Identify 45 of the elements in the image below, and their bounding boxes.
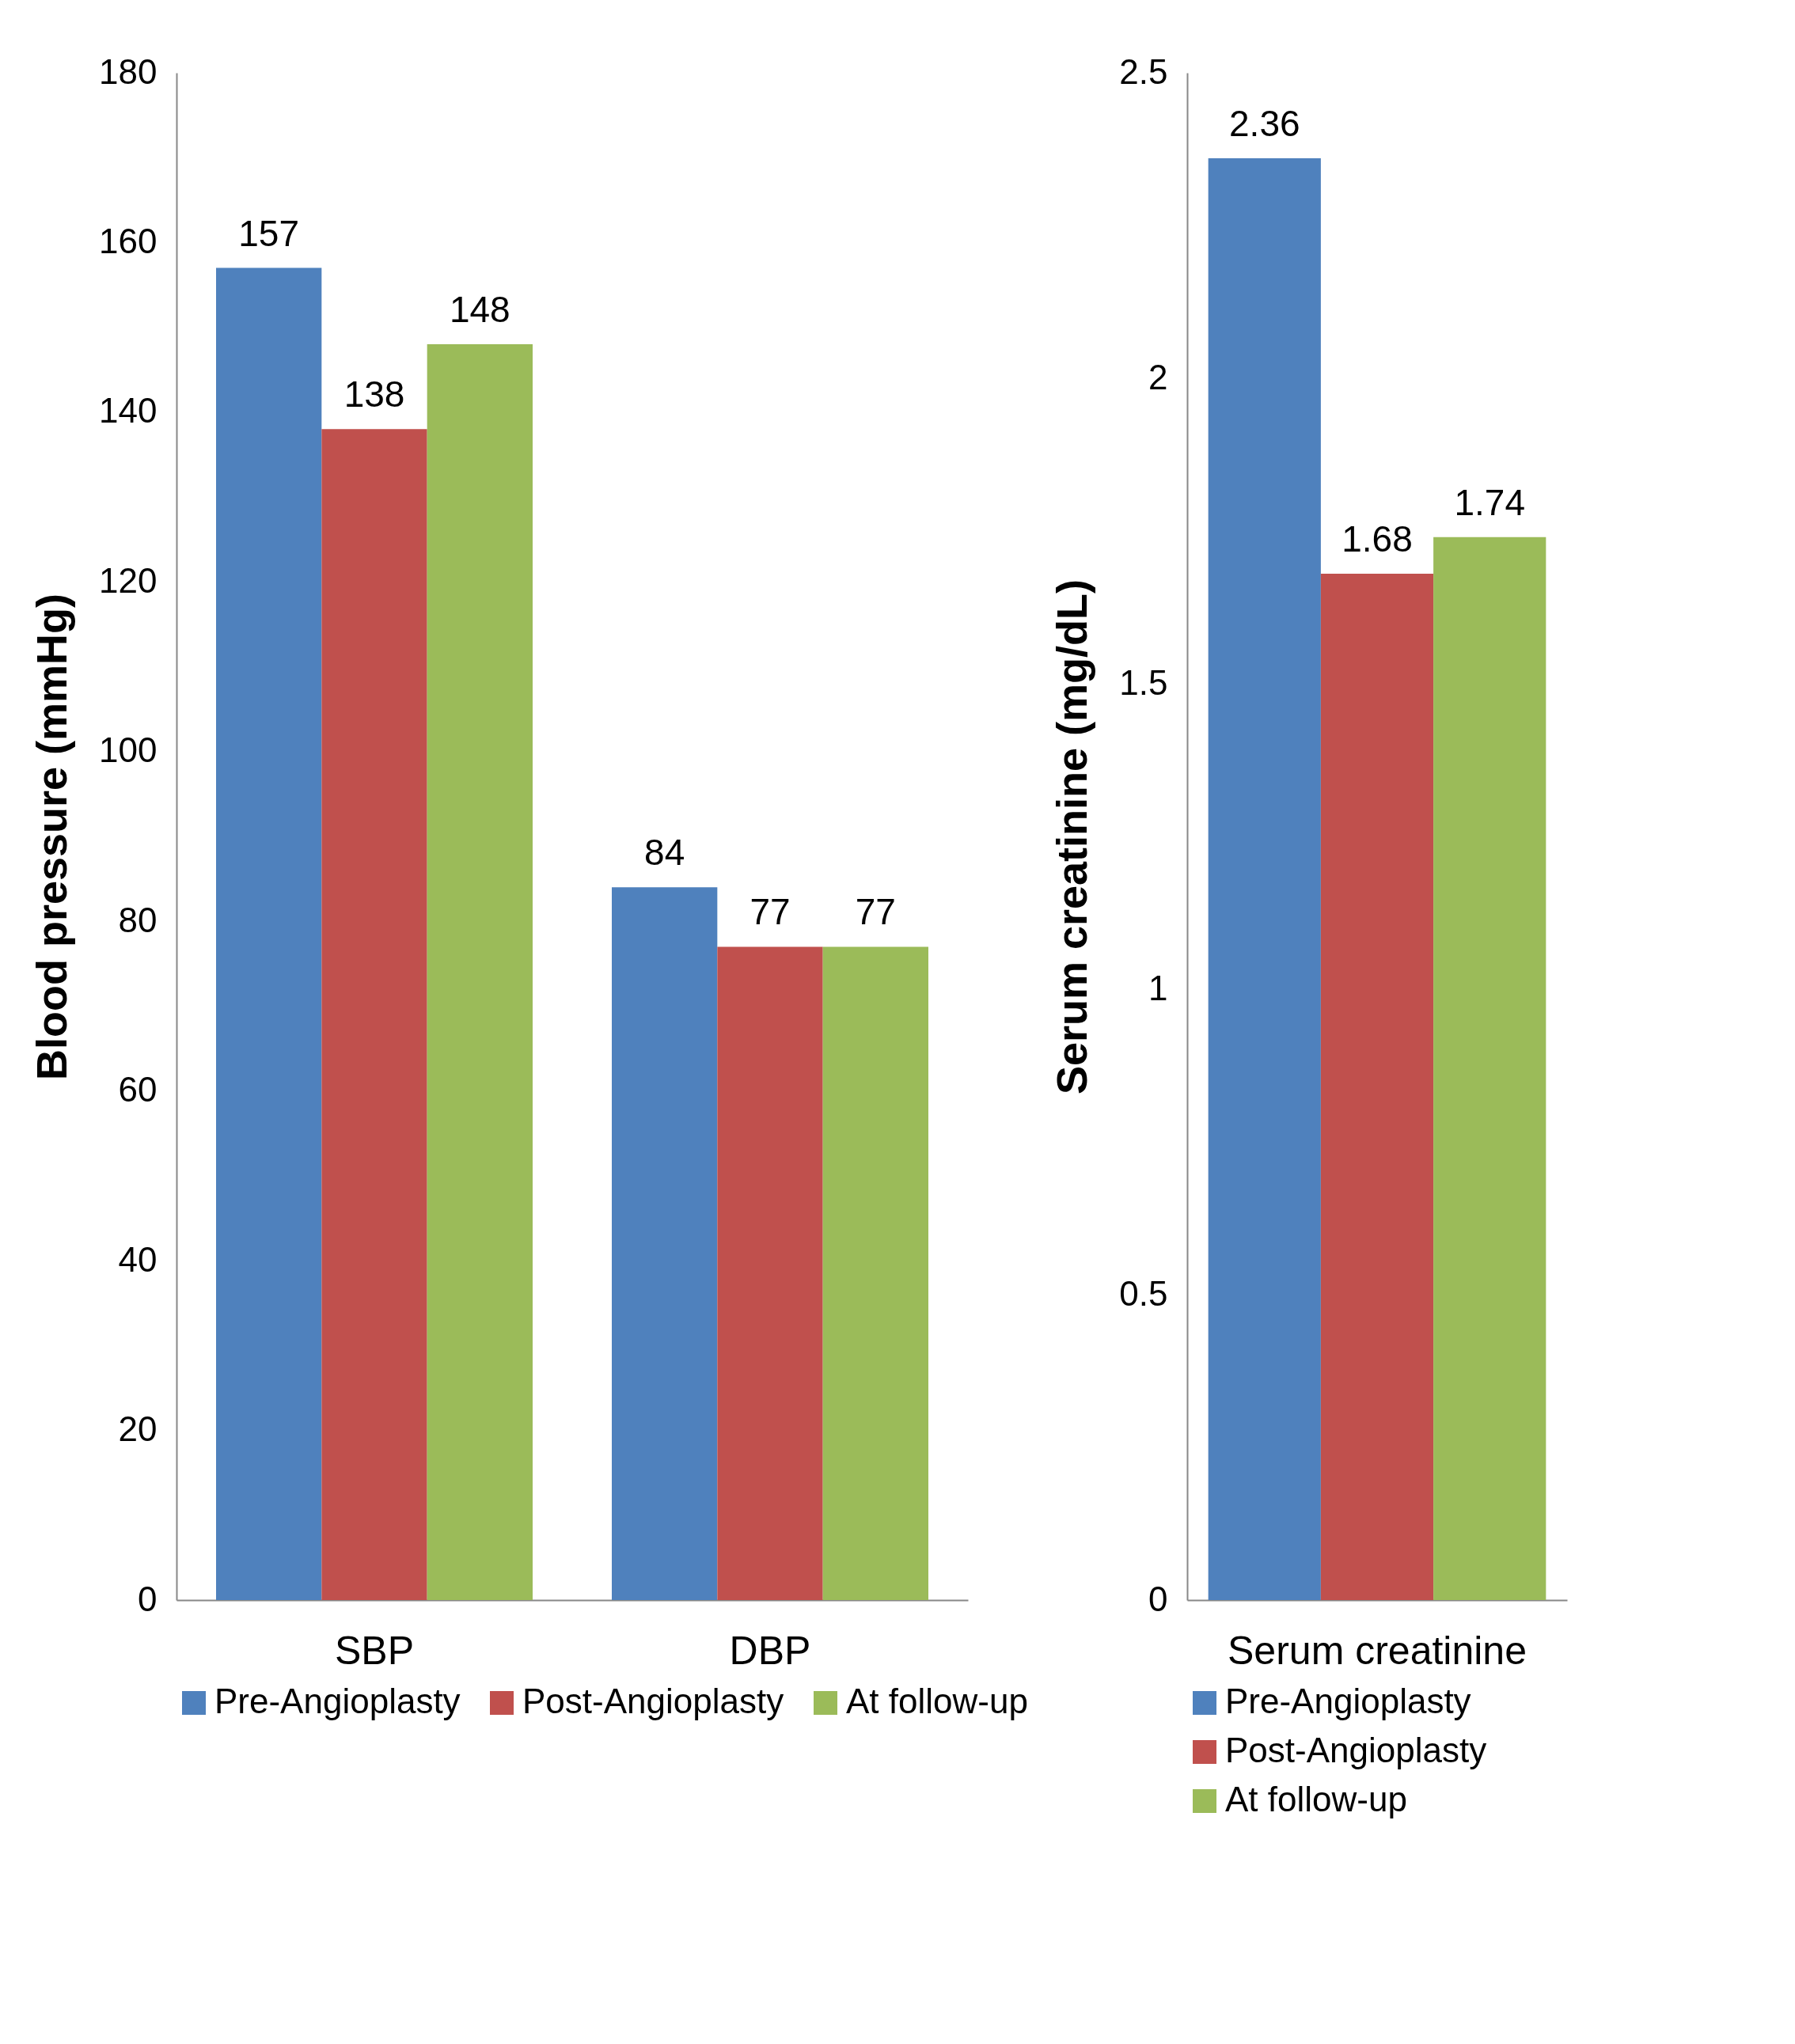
x-tick-label: Serum creatinine xyxy=(1228,1628,1527,1673)
data-label: 1.74 xyxy=(1454,481,1525,523)
y-tick-label: 0 xyxy=(1148,1579,1168,1618)
bar xyxy=(1208,158,1321,1600)
y-axis-title: Serum creatinine (mg/dL) xyxy=(1048,578,1096,1095)
data-label: 77 xyxy=(855,891,896,933)
legend-label: At follow-up xyxy=(1225,1780,1407,1818)
data-label: 148 xyxy=(449,289,510,331)
y-tick-label: 40 xyxy=(118,1239,157,1279)
bar xyxy=(321,429,427,1600)
bar xyxy=(427,344,533,1600)
bar xyxy=(216,267,322,1600)
y-tick-label: 100 xyxy=(99,730,157,770)
legend-label: Post-Angioplasty xyxy=(1225,1731,1487,1769)
bar xyxy=(1433,537,1546,1600)
data-label: 84 xyxy=(644,832,685,874)
bar xyxy=(1320,574,1434,1600)
x-tick-label: DBP xyxy=(729,1628,811,1673)
x-tick-label: SBP xyxy=(334,1628,415,1673)
y-axis-title: Blood pressure (mmHg) xyxy=(28,593,76,1081)
data-label: 2.36 xyxy=(1229,103,1300,145)
y-tick-label: 120 xyxy=(99,560,157,600)
data-label: 77 xyxy=(749,891,791,933)
bar xyxy=(612,887,718,1600)
y-tick-label: 60 xyxy=(118,1070,157,1109)
y-tick-label: 20 xyxy=(118,1409,157,1449)
y-tick-label: 180 xyxy=(99,51,157,91)
y-tick-label: 0.5 xyxy=(1119,1273,1168,1313)
legend-label: Pre-Angioplasty xyxy=(214,1682,461,1720)
y-tick-label: 2.5 xyxy=(1119,51,1168,91)
data-label: 138 xyxy=(343,374,405,415)
y-tick-label: 140 xyxy=(99,391,157,430)
data-label: 1.68 xyxy=(1342,518,1413,560)
y-tick-label: 160 xyxy=(99,221,157,260)
y-tick-label: 80 xyxy=(118,900,157,939)
legend-label: At follow-up xyxy=(846,1682,1028,1720)
y-tick-label: 1.5 xyxy=(1119,662,1168,702)
legend-label: Pre-Angioplasty xyxy=(1225,1682,1471,1720)
y-tick-label: 0 xyxy=(138,1579,157,1618)
legend-label: Post-Angioplasty xyxy=(522,1682,784,1720)
data-label: 157 xyxy=(238,212,300,254)
bar xyxy=(822,946,928,1600)
y-tick-label: 1 xyxy=(1148,968,1168,1007)
y-tick-label: 2 xyxy=(1148,357,1168,396)
bar xyxy=(717,946,823,1600)
